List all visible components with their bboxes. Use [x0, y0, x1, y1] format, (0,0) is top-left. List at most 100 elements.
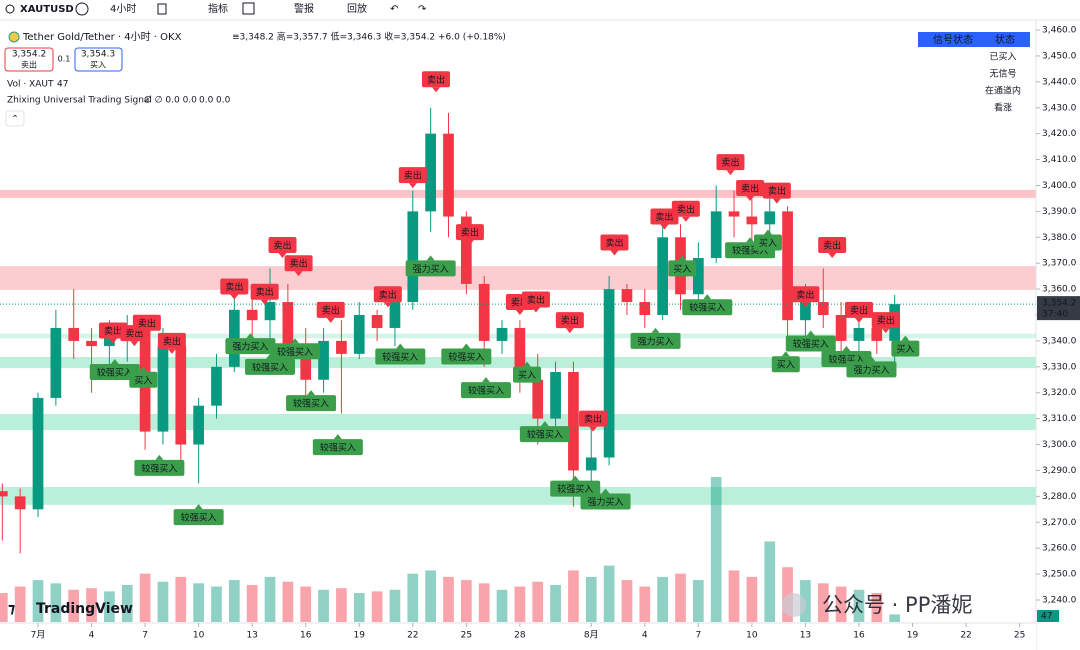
candle-body	[193, 405, 204, 445]
volume-bar	[621, 580, 633, 622]
collapse-icon[interactable]: ⌃	[11, 115, 19, 125]
y-tick-label: 3,330.0	[1042, 362, 1077, 372]
signal-label-bg	[316, 301, 345, 318]
signal-label-bg	[785, 335, 836, 352]
signal-label-bg	[818, 237, 847, 254]
candle-body	[835, 315, 847, 341]
volume-bar	[50, 583, 62, 622]
candle-body	[800, 302, 811, 321]
candle-body	[871, 327, 883, 341]
signal-pointer	[589, 426, 598, 432]
candle-body	[175, 346, 187, 445]
candle-body	[585, 457, 597, 471]
buy-button[interactable]	[74, 47, 123, 72]
signal-label: 买入	[673, 264, 691, 275]
signal-pointer	[139, 366, 148, 372]
signal-label: 较强买入	[557, 483, 593, 495]
signal-pointer	[278, 253, 287, 259]
signal-label: 卖出	[138, 317, 156, 329]
volume-bar	[104, 591, 115, 622]
interval[interactable]: 4小时	[110, 3, 136, 15]
y-tick-label: 3,380.0	[1042, 233, 1077, 243]
signal-label-bg	[225, 338, 276, 355]
volume-bar	[0, 593, 8, 622]
x-tick-label: 10	[746, 631, 758, 641]
status-header-bg	[918, 32, 1030, 47]
volume-value: 47	[57, 80, 68, 90]
layout-icon[interactable]	[242, 2, 255, 15]
signal-pointer	[746, 196, 755, 202]
x-tick-label: 22	[960, 631, 971, 641]
collapse-button[interactable]	[5, 110, 25, 127]
volume-bar	[889, 614, 901, 622]
replay[interactable]: 回放	[347, 2, 367, 15]
symbol-logo	[8, 31, 20, 43]
signal-label-bg	[398, 167, 427, 184]
candle-body	[0, 491, 8, 497]
undo[interactable]: ↶	[390, 4, 398, 15]
signal-label-bg	[550, 480, 601, 497]
signal-pointer	[867, 356, 876, 362]
volume-bar	[764, 541, 776, 622]
y-tick-label: 3,250.0	[1042, 570, 1077, 580]
signal-label: 卖出	[741, 183, 759, 195]
signal-label-bg	[268, 237, 297, 254]
volume-layer	[0, 477, 901, 622]
signal-pointer	[651, 327, 660, 333]
candle-body	[353, 315, 365, 354]
signal-label-bg	[600, 234, 629, 251]
sell-button[interactable]	[4, 47, 54, 72]
volume-bar	[336, 588, 347, 622]
candle-body	[246, 309, 258, 321]
buy-price[interactable]: 3,354.3	[81, 50, 115, 60]
volume-bar	[800, 580, 811, 622]
volume-bar	[532, 581, 544, 622]
volume-bar	[782, 567, 793, 622]
buy-label[interactable]: 买入	[90, 61, 106, 70]
signal-pointer	[130, 341, 139, 347]
price-axis-bg	[1036, 0, 1080, 650]
signal-label: 较强买入	[320, 442, 356, 454]
price-zone	[0, 487, 1036, 505]
x-tick-label: 13	[246, 631, 257, 641]
signal-label: 卖出	[163, 335, 181, 347]
signal-label: 卖出	[721, 157, 739, 169]
sell-label[interactable]: 卖出	[21, 60, 37, 70]
volume-bar	[139, 573, 151, 622]
candle-body	[568, 372, 579, 471]
indicators[interactable]: 指标	[208, 2, 228, 15]
signal-label: 卖出	[379, 289, 397, 301]
alert[interactable]: 警报	[294, 2, 314, 15]
redo[interactable]: ↷	[418, 4, 427, 15]
toolbar-bg	[0, 0, 1080, 20]
volume-bar	[32, 580, 44, 622]
x-tick-label: 19	[354, 631, 366, 641]
volume-bar	[371, 591, 383, 622]
signal-label: 卖出	[527, 294, 545, 306]
signal-label: 卖出	[584, 413, 602, 425]
signal-pointer	[246, 333, 255, 339]
status-row: 无信号	[989, 68, 1016, 80]
signal-label-bg	[771, 356, 800, 373]
volume-bar	[211, 586, 222, 622]
signal-label-bg	[98, 322, 127, 339]
chart-type[interactable]	[157, 3, 167, 15]
signal-label-bg	[421, 71, 450, 88]
signal-pointer	[746, 237, 755, 243]
x-tick-label: 13	[800, 631, 811, 641]
signal-label-bg	[762, 182, 791, 199]
volume-bar	[443, 576, 454, 622]
x-tick-label: 16	[853, 631, 865, 641]
search-icon[interactable]	[5, 4, 15, 14]
legend-ohlc: ≡3,348.2 高=3,357.7 低=3,346.3 收=3,354.2 +…	[232, 31, 506, 43]
volume-bar	[710, 477, 722, 622]
sell-price[interactable]: 3,354.2	[12, 50, 46, 60]
status-row: 在通道内	[985, 85, 1021, 97]
signal-label: 卖出	[404, 170, 422, 182]
symbol[interactable]: XAUTUSD	[20, 4, 74, 15]
x-tick-label: 8月	[584, 630, 599, 641]
candle-body	[514, 327, 526, 380]
add-symbol[interactable]	[75, 2, 89, 16]
signal-label-bg	[129, 371, 158, 388]
signal-label-bg	[519, 426, 570, 443]
